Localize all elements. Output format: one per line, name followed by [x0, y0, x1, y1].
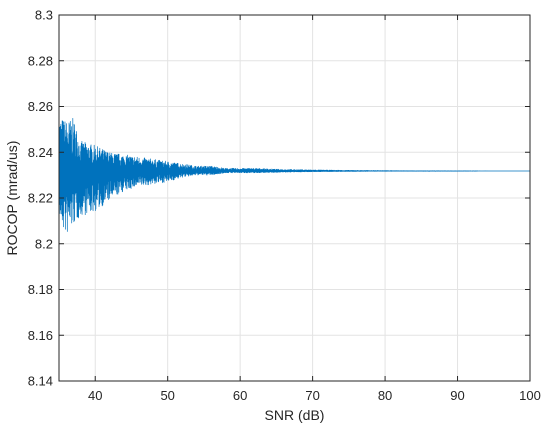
y-tick-label: 8.24 [28, 145, 53, 160]
y-tick-label: 8.16 [28, 328, 53, 343]
series-group [58, 117, 531, 232]
x-tick-label: 80 [378, 388, 392, 403]
x-tick-label: 100 [519, 388, 541, 403]
y-axis-label: ROCOP (mrad/us) [4, 141, 20, 256]
axis-ticks: 40 50 60 70 80 90 100 8.14 8.16 8.18 8.2 8.22 8.24 8.… [28, 8, 541, 404]
x-tick-label: 40 [88, 388, 102, 403]
y-tick-label: 8.18 [28, 282, 53, 297]
y-tick-label: 8.2 [35, 236, 53, 251]
y-tick-label: 8.3 [35, 8, 53, 23]
y-tick-label: 8.22 [28, 191, 53, 206]
y-tick-label: 8.26 [28, 99, 53, 114]
y-tick-label: 8.28 [28, 53, 53, 68]
x-axis-label: SNR (dB) [265, 407, 325, 423]
x-tick-label: 70 [305, 388, 319, 403]
x-tick-label: 50 [160, 388, 174, 403]
series-line [58, 117, 531, 232]
x-tick-label: 90 [450, 388, 464, 403]
x-tick-label: 60 [233, 388, 247, 403]
y-tick-label: 8.14 [28, 374, 53, 389]
